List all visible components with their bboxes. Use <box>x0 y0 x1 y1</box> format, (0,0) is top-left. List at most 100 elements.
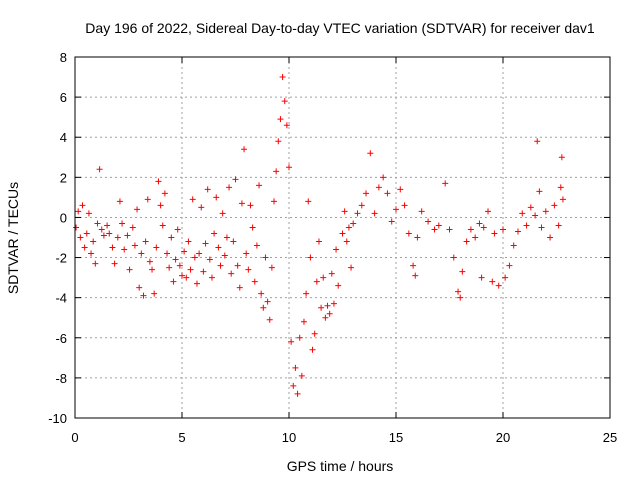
data-point <box>223 234 230 241</box>
data-point <box>236 284 243 291</box>
data-point <box>459 268 466 275</box>
data-point <box>157 202 164 209</box>
data-point <box>523 222 530 229</box>
data-point <box>335 282 342 289</box>
data-point <box>393 206 399 213</box>
data-point <box>92 260 99 267</box>
data-point <box>510 242 517 249</box>
data-point <box>243 250 250 257</box>
data-point <box>140 292 147 299</box>
data-point <box>253 242 260 249</box>
data-point <box>320 274 327 281</box>
data-point <box>124 232 131 239</box>
data-point <box>88 250 95 257</box>
data-point <box>412 272 419 279</box>
data-point <box>305 198 312 205</box>
data-point <box>348 264 355 271</box>
data-point <box>104 222 111 229</box>
data-point <box>217 262 224 269</box>
y-tick-label: 2 <box>60 170 67 185</box>
y-tick-label: -10 <box>48 411 67 426</box>
data-point <box>75 208 82 215</box>
data-point <box>196 250 203 257</box>
data-point <box>339 230 346 237</box>
data-point <box>313 278 320 285</box>
data-point <box>114 234 121 241</box>
data-point <box>467 226 474 233</box>
data-point <box>208 274 215 281</box>
data-point <box>166 264 173 271</box>
data-point <box>326 310 333 317</box>
data-point <box>202 240 209 247</box>
data-point <box>363 190 370 197</box>
data-point <box>485 208 492 215</box>
data-point <box>324 302 331 309</box>
x-tick-label: 5 <box>178 430 185 445</box>
data-point <box>100 232 107 239</box>
data-point <box>463 238 470 245</box>
data-point <box>281 98 288 105</box>
data-point <box>489 278 496 285</box>
data-point <box>198 204 205 211</box>
data-point <box>179 272 185 279</box>
data-point <box>307 254 314 261</box>
x-tick-label: 10 <box>282 430 296 445</box>
data-point <box>111 260 118 267</box>
data-point <box>279 74 286 81</box>
data-point <box>155 178 162 185</box>
data-point <box>286 164 292 171</box>
data-point <box>234 262 241 269</box>
y-tick-label: 4 <box>60 130 67 145</box>
data-point <box>405 230 412 237</box>
data-point <box>153 244 160 251</box>
x-tick-label: 0 <box>71 430 78 445</box>
data-point <box>410 262 417 269</box>
data-point <box>303 290 310 297</box>
data-point <box>375 184 382 191</box>
data-point <box>149 266 156 273</box>
data-point <box>311 330 318 337</box>
data-point <box>527 204 534 211</box>
data-point <box>189 196 196 203</box>
data-point <box>558 154 565 161</box>
y-tick-label: -2 <box>55 251 67 266</box>
data-point <box>183 274 190 281</box>
data-points <box>73 74 566 397</box>
data-point <box>96 166 103 173</box>
data-point <box>502 274 509 281</box>
data-point <box>138 250 145 257</box>
data-point <box>425 218 432 225</box>
data-point <box>292 364 299 371</box>
data-point <box>170 278 177 285</box>
data-point <box>476 220 483 227</box>
y-tick-label: -8 <box>55 371 67 386</box>
x-tick-label: 25 <box>603 430 617 445</box>
data-point <box>119 220 126 227</box>
data-point <box>268 264 275 271</box>
data-point <box>384 190 391 197</box>
data-point <box>354 210 361 217</box>
data-point <box>358 202 365 209</box>
data-point <box>204 186 211 193</box>
data-point <box>536 188 543 195</box>
data-point <box>79 202 86 209</box>
data-point <box>151 290 158 297</box>
data-point <box>290 382 297 389</box>
data-point <box>245 266 252 273</box>
data-point <box>435 222 442 229</box>
data-point <box>388 218 395 225</box>
data-point <box>164 250 171 257</box>
data-point <box>495 282 502 289</box>
data-point <box>333 246 340 253</box>
data-point <box>116 198 123 205</box>
data-point <box>500 226 506 233</box>
data-point <box>159 222 166 229</box>
data-point <box>318 304 325 311</box>
x-tick-label: 15 <box>389 430 403 445</box>
data-point <box>519 210 526 217</box>
data-point <box>491 230 498 237</box>
data-point <box>480 224 487 231</box>
data-point <box>296 334 303 341</box>
data-point <box>98 226 105 233</box>
